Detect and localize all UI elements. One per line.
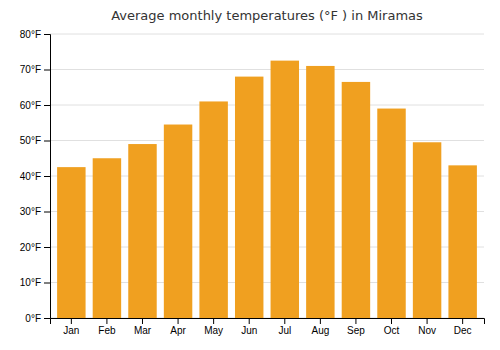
x-tick: Apr (170, 318, 186, 336)
y-tick-mark (44, 318, 50, 319)
y-tick-mark (44, 283, 50, 284)
x-tick-label: Oct (384, 325, 400, 336)
title: Average monthly temperatures (°F ) in Mi… (111, 8, 423, 23)
y-tick: 80°F (20, 29, 50, 40)
x-tick-label: May (204, 325, 223, 336)
bar (413, 142, 441, 318)
x-tick-label: Aug (311, 325, 329, 336)
bar (306, 66, 334, 318)
bar (271, 61, 299, 318)
bar (199, 101, 227, 318)
bar (342, 82, 370, 318)
x-tick-mark (355, 318, 356, 324)
x-tick: Jan (63, 318, 79, 336)
y-tick-label: 40°F (20, 171, 41, 182)
x-tick-mark (249, 318, 250, 324)
x-tick-label: Mar (134, 325, 152, 336)
x-tick: May (204, 318, 223, 336)
y-tick-mark (44, 176, 50, 177)
chart: 0°F 10°F 20°F 30°F 40°F 50°F 60°F 70°F 80°F Jan Fe… (0, 0, 500, 350)
x-axis: Jan Feb Mar Apr May Jun Jul Aug Sep Oct Nov Dec (51, 318, 485, 336)
y-tick: 0°F (25, 313, 50, 324)
y-tick: 30°F (20, 206, 50, 217)
grid-line (50, 69, 484, 70)
x-tick-label: Nov (418, 325, 436, 336)
y-tick: 50°F (20, 135, 50, 146)
x-tick-mark (178, 318, 179, 324)
x-tick-mark (213, 318, 214, 324)
y-tick-mark (44, 70, 50, 71)
y-axis: 0°F 10°F 20°F 30°F 40°F 50°F 60°F 70°F 80°F (20, 29, 51, 324)
x-tick: Sep (347, 318, 365, 336)
bar (57, 167, 85, 318)
grid-line (50, 140, 484, 141)
y-tick-label: 30°F (20, 206, 41, 217)
grid-line (50, 105, 484, 106)
x-tick-mark (71, 318, 72, 324)
bar (448, 165, 476, 318)
bars (57, 61, 477, 318)
x-tick: Nov (418, 318, 436, 336)
y-tick-label: 0°F (25, 313, 41, 324)
x-tick-label: Jan (63, 325, 79, 336)
y-tick-label: 70°F (20, 64, 41, 75)
y-tick-label: 20°F (20, 242, 41, 253)
x-tick: Feb (98, 318, 116, 336)
x-tick: Jun (241, 318, 257, 336)
x-tick-mark (462, 318, 463, 324)
y-tick-mark (44, 34, 50, 35)
y-tick: 60°F (20, 100, 50, 111)
grid-line (50, 34, 484, 35)
x-tick-label: Dec (454, 325, 472, 336)
x-axis-line (51, 319, 485, 325)
x-tick-label: Jun (241, 325, 257, 336)
bar (235, 77, 263, 318)
y-tick-mark (44, 212, 50, 213)
x-tick: Oct (384, 318, 400, 336)
x-tick-mark (142, 318, 143, 324)
y-tick-label: 80°F (20, 29, 41, 40)
y-tick-label: 10°F (20, 277, 41, 288)
x-tick-mark (284, 318, 285, 324)
y-tick-mark (44, 105, 50, 106)
y-tick: 10°F (20, 277, 50, 288)
grid (50, 34, 484, 318)
y-tick: 70°F (20, 64, 50, 75)
bar (93, 158, 121, 318)
bar (128, 144, 156, 318)
x-tick-label: Feb (98, 325, 116, 336)
x-tick: Jul (278, 318, 291, 336)
y-tick: 40°F (20, 171, 50, 182)
y-axis-line (44, 35, 51, 319)
x-tick-label: Sep (347, 325, 365, 336)
x-tick-label: Apr (170, 325, 186, 336)
x-tick-label: Jul (278, 325, 291, 336)
x-tick: Mar (134, 318, 152, 336)
y-tick: 20°F (20, 242, 50, 253)
plot: 0°F 10°F 20°F 30°F 40°F 50°F 60°F 70°F 80°F Jan Fe… (20, 29, 485, 336)
x-tick-mark (427, 318, 428, 324)
y-tick-label: 60°F (20, 100, 41, 111)
y-tick-mark (44, 247, 50, 248)
y-tick-mark (44, 141, 50, 142)
y-tick-label: 50°F (20, 135, 41, 146)
x-tick-mark (106, 318, 107, 324)
x-tick-mark (320, 318, 321, 324)
x-tick-mark (391, 318, 392, 324)
bar (377, 109, 405, 318)
x-tick: Aug (311, 318, 329, 336)
bar (164, 125, 192, 318)
x-tick: Dec (454, 318, 472, 336)
